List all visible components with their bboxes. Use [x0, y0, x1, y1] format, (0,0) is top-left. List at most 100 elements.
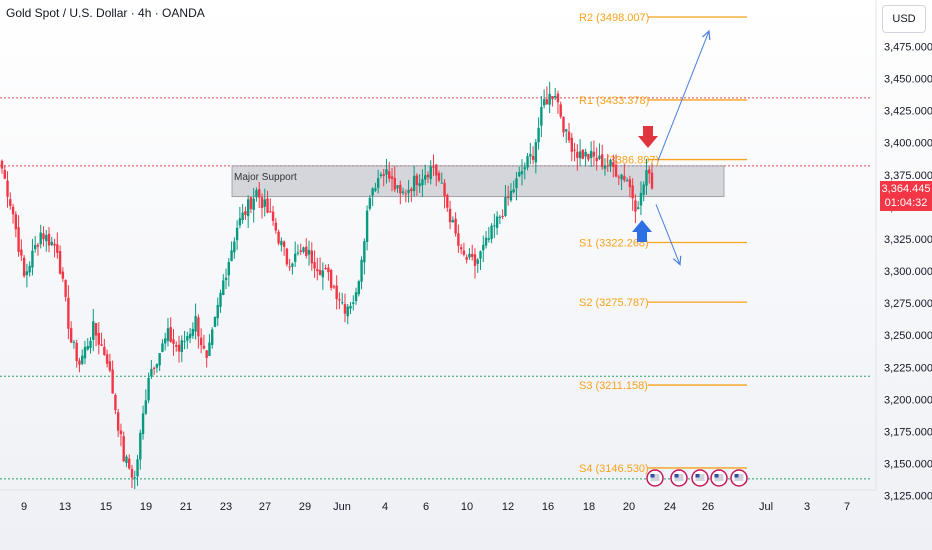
- candle-body: [479, 251, 482, 259]
- candle-body: [6, 180, 9, 197]
- candle-body: [581, 149, 585, 159]
- us-flag-icon: [674, 474, 684, 481]
- candle-body: [116, 412, 120, 431]
- candle-body: [318, 270, 322, 276]
- candle-body: [432, 166, 435, 168]
- candle-body: [288, 266, 291, 268]
- candle-body: [172, 339, 175, 344]
- candle-body: [97, 332, 101, 345]
- candle-body: [531, 155, 535, 160]
- candle-body: [75, 342, 78, 361]
- projection-arrow-down: [655, 204, 680, 264]
- x-tick-label: 7: [844, 501, 850, 513]
- us-flag-canton: [674, 474, 679, 478]
- y-tick-label: 3,225.000: [884, 362, 932, 374]
- y-tick-label: 3,125.000: [884, 491, 932, 503]
- candle-body: [122, 436, 125, 462]
- candle-body: [53, 243, 56, 246]
- candle-body: [396, 185, 399, 189]
- candle-body: [523, 167, 526, 170]
- candle-body: [128, 458, 131, 469]
- candle-body: [556, 93, 560, 103]
- y-tick-label: 3,450.000: [884, 74, 932, 86]
- candle-body: [92, 321, 95, 340]
- candle-body: [233, 241, 236, 253]
- candle-body: [484, 237, 488, 246]
- candle-body: [205, 350, 208, 358]
- candle-body: [17, 227, 20, 252]
- candle-body: [133, 477, 136, 479]
- candle-body: [72, 341, 76, 343]
- candle-body: [183, 341, 186, 343]
- candle-body: [346, 306, 349, 317]
- candle-body: [36, 244, 40, 247]
- candle-body: [454, 218, 457, 234]
- buy-signal-arrow-icon: [632, 220, 652, 242]
- y-tick-label: 3,150.000: [884, 459, 932, 471]
- candle-body: [266, 198, 269, 213]
- currency-button[interactable]: USD: [882, 5, 926, 33]
- candle-body: [150, 368, 153, 377]
- candle-body: [136, 459, 139, 477]
- candle-body: [595, 157, 598, 162]
- major-support-zone: [231, 165, 725, 198]
- candle-body: [282, 241, 286, 247]
- candle-body: [570, 137, 573, 152]
- candle-body: [81, 355, 84, 364]
- candle-body: [86, 346, 89, 350]
- candle-body: [202, 345, 206, 349]
- y-tick-label: 3,425.000: [884, 106, 932, 118]
- candle-body: [260, 197, 264, 209]
- us-flag-canton: [734, 474, 739, 478]
- x-tick-label: 20: [623, 501, 635, 513]
- candle-body: [537, 127, 540, 143]
- candle-body: [244, 211, 247, 215]
- candle-body: [567, 131, 571, 141]
- candle-body: [241, 212, 244, 220]
- candle-body: [296, 252, 300, 254]
- candle-body: [94, 323, 98, 336]
- candle-body: [293, 253, 297, 262]
- candle-body: [393, 177, 396, 190]
- x-tick-label: 12: [502, 501, 514, 513]
- x-tick-label: Jul: [759, 501, 773, 513]
- candle-body: [628, 179, 632, 188]
- candle-body: [302, 247, 305, 252]
- candle-body: [578, 151, 582, 159]
- candle-body: [25, 271, 29, 275]
- candle-body: [412, 175, 416, 192]
- candle-body: [47, 233, 51, 246]
- candle-body: [166, 328, 170, 341]
- candle-body: [147, 377, 150, 401]
- candle-body: [634, 200, 637, 212]
- us-flag-icon: [650, 474, 660, 481]
- projection-arrow-up: [657, 31, 709, 161]
- candle-body: [119, 430, 123, 435]
- candle-body: [515, 178, 518, 189]
- candle-body: [490, 225, 493, 240]
- candle-body: [45, 235, 48, 242]
- candle-body: [125, 456, 128, 463]
- candle-body: [446, 194, 449, 208]
- candle-body: [338, 299, 341, 301]
- candle-body: [258, 189, 261, 198]
- candle-body: [186, 336, 189, 341]
- x-tick-label: 27: [259, 501, 271, 513]
- y-tick-label: 3,400.000: [884, 138, 932, 150]
- candle-body: [476, 259, 479, 264]
- pivot-level-label: S4 (3146.530): [579, 463, 649, 475]
- candle-body: [255, 190, 258, 198]
- candle-body: [14, 214, 18, 230]
- candle-body: [421, 179, 424, 186]
- candle-body: [423, 175, 427, 180]
- bar-countdown: 01:04:32: [884, 197, 928, 209]
- candle-body: [235, 227, 239, 241]
- candle-body: [271, 211, 275, 221]
- candle-body: [390, 176, 394, 179]
- candle-body: [363, 241, 366, 263]
- candle-body: [451, 219, 455, 223]
- x-tick-label: 23: [220, 501, 232, 513]
- candle-body: [504, 197, 507, 216]
